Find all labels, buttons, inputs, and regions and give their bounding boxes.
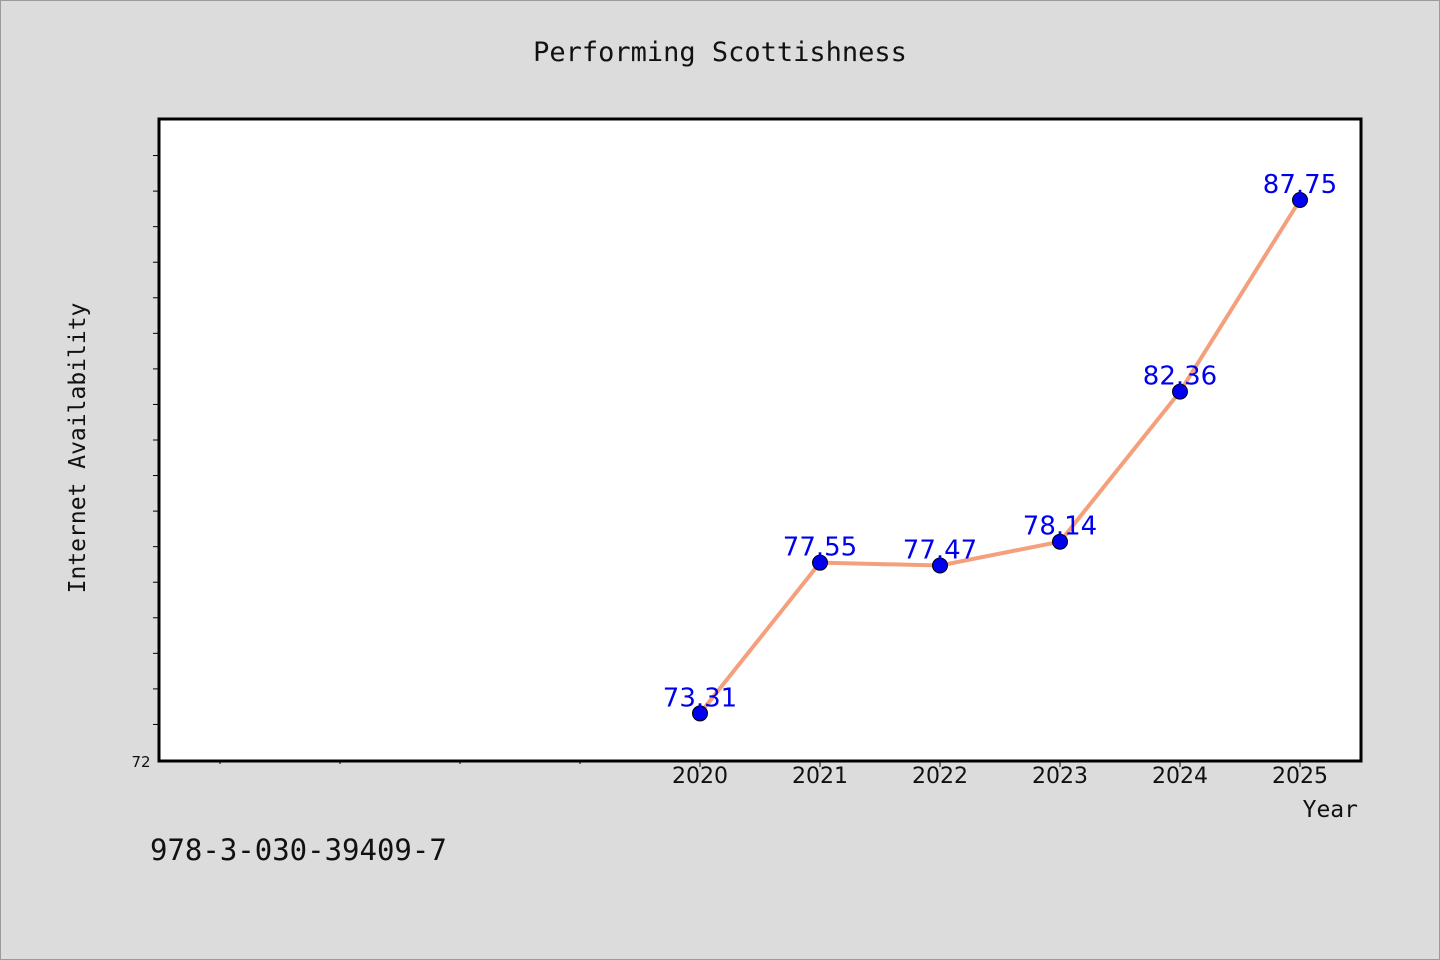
plot-area: [159, 119, 1361, 761]
chart-title: Performing Scottishness: [533, 37, 907, 68]
axis-ticks: [153, 155, 1301, 767]
data-label: 87.75: [1263, 170, 1337, 200]
data-label: 78.14: [1023, 512, 1097, 542]
data-labels: 73.31 77.55 77.47 78.14 82.36 87.75: [663, 170, 1337, 713]
series-line: [698, 198, 1302, 716]
data-label: 82.36: [1143, 362, 1217, 392]
x-tick-label: 2022: [912, 764, 968, 789]
data-markers: [692, 192, 1308, 722]
plot-border: [157, 117, 1363, 763]
x-tick-label: 2024: [1152, 764, 1208, 789]
y-tick-label-min: 72: [131, 753, 150, 771]
footer-identifier: 978-3-030-39409-7: [150, 833, 447, 867]
data-point: [692, 705, 708, 722]
data-point: [932, 557, 948, 574]
x-tick-labels: 2020 2021 2022 2023 2024 2025: [672, 764, 1328, 789]
x-tick-label: 2025: [1272, 764, 1328, 789]
data-label: 73.31: [663, 683, 737, 713]
x-tick-label: 2023: [1032, 764, 1088, 789]
data-label: 77.55: [783, 533, 857, 563]
data-point: [1172, 383, 1188, 400]
data-label: 77.47: [903, 536, 977, 566]
data-point: [1052, 533, 1068, 550]
x-tick-label: 2020: [672, 764, 728, 789]
data-point: [812, 554, 828, 571]
x-axis-label: Year: [1303, 797, 1358, 823]
y-axis-label: Internet Availability: [65, 303, 91, 594]
data-point: [1292, 192, 1308, 208]
x-tick-label: 2021: [792, 764, 848, 789]
